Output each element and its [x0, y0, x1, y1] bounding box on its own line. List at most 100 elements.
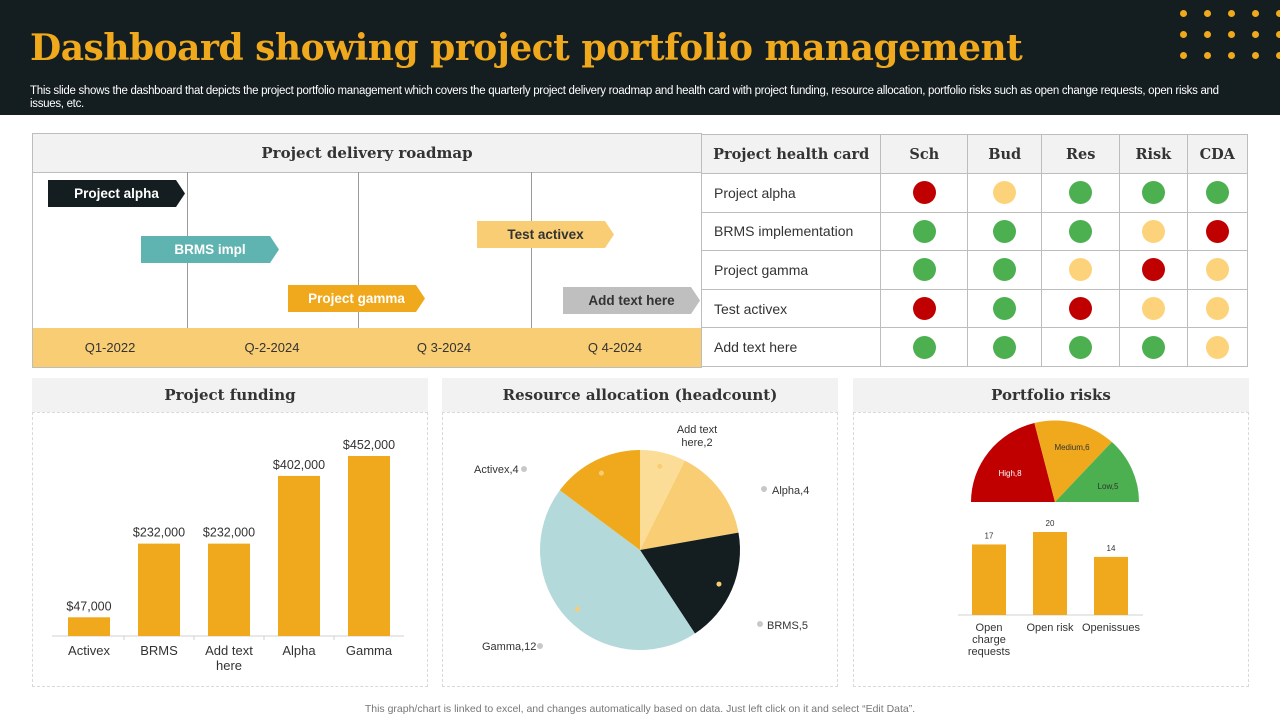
risk-bar-label: Open risk	[1026, 622, 1074, 634]
roadmap-divider	[531, 172, 532, 328]
panel-border	[853, 412, 1249, 687]
roadmap-task[interactable]: BRMS impl	[141, 236, 279, 263]
status-dot-green	[993, 258, 1017, 282]
funding-bar[interactable]	[138, 543, 180, 636]
status-dot-red	[1069, 297, 1093, 321]
decor-dot	[1180, 31, 1187, 38]
decor-dot	[1276, 10, 1280, 17]
status-dot-red	[912, 297, 936, 321]
pie-label: Alpha,4	[772, 485, 809, 497]
status-dot-green	[1141, 335, 1165, 359]
funding-bar[interactable]	[278, 475, 320, 636]
pie-slice[interactable]	[640, 460, 739, 550]
quarter-label: Q1-2022	[84, 340, 136, 355]
status-dot-red	[1141, 258, 1165, 282]
roadmap-task[interactable]: Project alpha	[48, 180, 185, 207]
status-dot-amber	[1141, 297, 1165, 321]
status-dot-amber	[1205, 297, 1229, 321]
funding-bar[interactable]	[68, 617, 110, 636]
health-cell	[1186, 173, 1248, 213]
health-cell	[880, 211, 969, 252]
quarter-label: Q 3-2024	[416, 340, 472, 355]
health-cell	[1186, 211, 1248, 252]
roadmap-task[interactable]: Add text here	[563, 287, 700, 314]
status-dot-green	[1069, 219, 1093, 243]
health-col-header: Sch	[880, 134, 969, 174]
risk-bar[interactable]	[972, 544, 1006, 615]
pie-label: BRMS,5	[767, 620, 808, 632]
page-title: Dashboard showing project portfolio mana…	[30, 27, 1023, 69]
gauge-label: Medium,6	[1054, 443, 1090, 452]
footer-note: This graph/chart is linked to excel, and…	[364, 703, 916, 715]
status-dot-green	[1205, 181, 1229, 205]
pie-leader-dot	[706, 496, 712, 502]
pie-slice[interactable]	[640, 532, 740, 634]
health-card-table: Project health card Sch Bud Res Risk CDA…	[700, 134, 1248, 367]
health-row-name: Add text here	[700, 327, 882, 367]
health-row-name: Test activex	[700, 288, 882, 329]
risk-bar-label: Openissues	[1082, 622, 1141, 634]
health-cell	[1186, 250, 1248, 290]
funding-value-label: $232,000	[133, 526, 185, 540]
status-dot-green	[912, 219, 936, 243]
health-cell	[1186, 288, 1248, 329]
health-row-name: BRMS implementation	[700, 211, 882, 252]
risk-bar[interactable]	[1033, 532, 1067, 615]
status-dot-amber	[993, 181, 1017, 205]
funding-category-label: Activex	[68, 643, 110, 658]
decor-dot	[1252, 31, 1259, 38]
gauge-label: Low,5	[1098, 482, 1119, 491]
pie-leader-dot	[574, 606, 580, 612]
roadmap-task[interactable]: Project gamma	[288, 285, 425, 312]
resource-pie-chart[interactable]: Add text here,2 Alpha,4 BRMS,5 Gamma,12 Activ…	[442, 378, 838, 687]
health-cell	[1041, 211, 1121, 252]
pie-leader-dot	[657, 463, 663, 469]
roadmap-task[interactable]: Test activex	[477, 221, 614, 248]
status-dot-amber	[1205, 335, 1229, 359]
gauge-slice[interactable]	[971, 423, 1055, 502]
risk-bar-value: 17	[985, 531, 994, 540]
decor-dot	[1276, 52, 1280, 59]
pie-leader-dot	[716, 581, 722, 587]
health-cell	[967, 327, 1043, 367]
decor-dot	[1276, 31, 1280, 38]
header-banner	[0, 0, 1280, 115]
quarter-label: Q 4-2024	[587, 340, 643, 355]
risk-bar[interactable]	[1094, 556, 1128, 615]
panel-border	[442, 412, 838, 687]
pie-slice[interactable]	[559, 450, 640, 550]
status-dot-amber	[1141, 219, 1165, 243]
funding-category-label: Alpha	[282, 643, 316, 658]
gauge-slice[interactable]	[1034, 420, 1112, 502]
status-dot-green	[993, 297, 1017, 321]
health-cell	[967, 288, 1043, 329]
decor-dot	[1204, 52, 1211, 59]
panel-title: Project funding	[32, 378, 428, 412]
funding-bar-chart[interactable]: $47,000 Activex $232,000 BRMS $232,000 Add te…	[32, 378, 428, 687]
funding-bar[interactable]	[348, 456, 390, 636]
funding-category-label: Add text here	[205, 643, 253, 673]
pie-slice[interactable]	[640, 450, 685, 550]
decor-dot	[1252, 10, 1259, 17]
status-dot-green	[993, 335, 1017, 359]
gauge-slice[interactable]	[1055, 442, 1139, 502]
funding-bar[interactable]	[208, 543, 250, 636]
status-dot-green	[1141, 181, 1165, 205]
portfolio-risks-panel: Portfolio risks High,8 Medium,6 Low,5 17 Ope…	[853, 378, 1249, 687]
health-card-title: Project health card	[700, 134, 882, 174]
pie-leader-dot	[598, 470, 604, 476]
status-dot-green	[1069, 181, 1093, 205]
quarter-label: Q-2-2024	[244, 340, 300, 355]
roadmap-task-label: Project alpha	[74, 186, 159, 201]
health-cell	[880, 250, 969, 290]
roadmap-divider	[358, 172, 359, 328]
health-cell	[880, 288, 969, 329]
health-cell	[1119, 211, 1188, 252]
health-cell	[880, 327, 969, 367]
pie-label: Add text here,2	[677, 424, 717, 449]
risk-bar-value: 20	[1046, 519, 1055, 528]
risks-chart[interactable]: High,8 Medium,6 Low,5 17 Open charge requests 2…	[853, 378, 1249, 687]
health-row-name: Project alpha	[700, 173, 882, 213]
health-cell	[967, 173, 1043, 213]
decor-dot	[1228, 52, 1235, 59]
